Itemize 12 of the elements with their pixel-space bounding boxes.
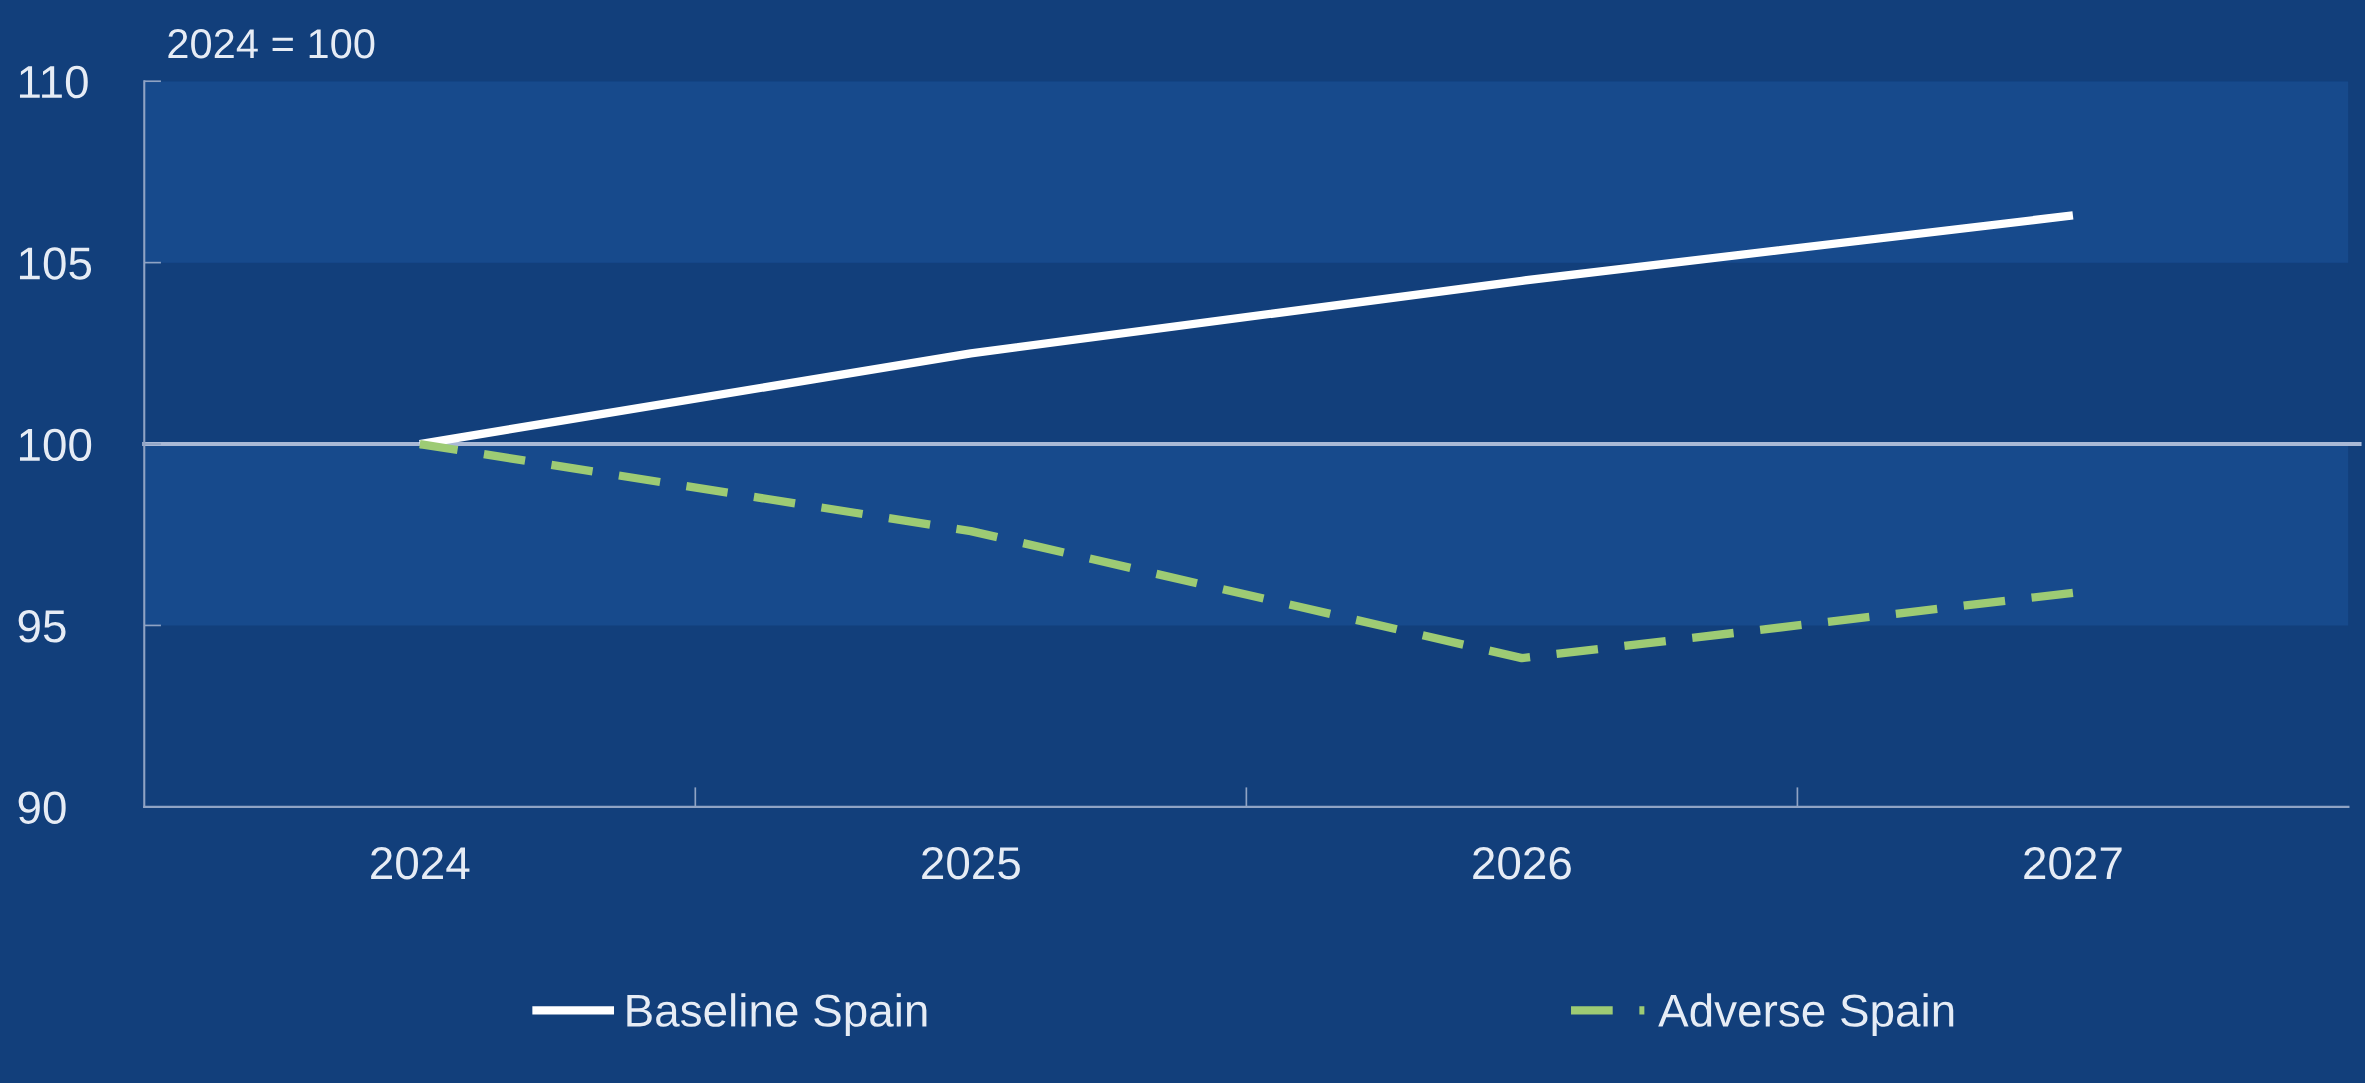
y-tick-label: 90 bbox=[18, 791, 66, 824]
x-tick-label: 2027 bbox=[2024, 846, 2122, 880]
x-tick-label: 2025 bbox=[922, 846, 1020, 880]
x-tick-label: 2026 bbox=[1473, 846, 1571, 880]
y-tick-label: 100 bbox=[19, 428, 92, 462]
x-tick-label: 2024 bbox=[371, 846, 470, 880]
legend-label: Adverse Spain bbox=[1658, 993, 1954, 1036]
y-tick-label: 110 bbox=[19, 65, 88, 99]
y-axis-title: 2024 = 100 bbox=[168, 28, 375, 59]
y-tick-label: 105 bbox=[19, 247, 92, 280]
legend-label: Baseline Spain bbox=[627, 993, 927, 1036]
y-tick-label: 95 bbox=[18, 610, 66, 643]
